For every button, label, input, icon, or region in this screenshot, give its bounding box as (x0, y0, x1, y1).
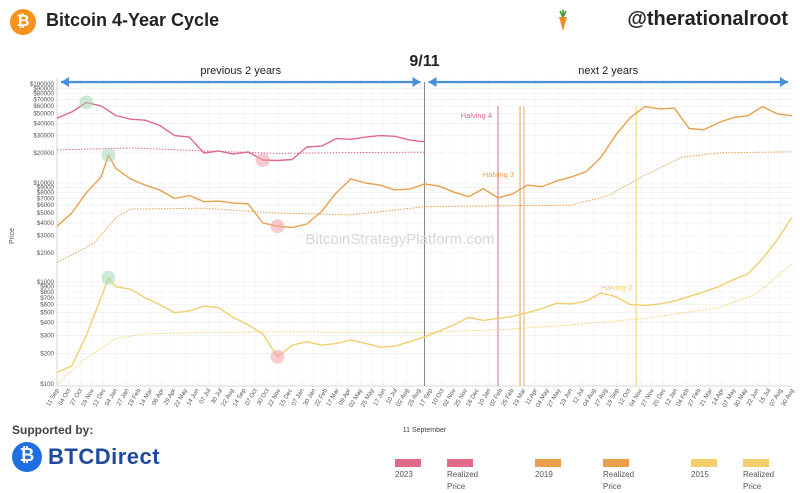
highlight-marker (79, 95, 94, 110)
page-title: Bitcoin 4-Year Cycle (46, 10, 220, 30)
legend-swatch (447, 458, 473, 467)
y-tick-label: $5000 (37, 210, 55, 217)
y-tick-label: $80000 (33, 91, 54, 98)
legend-item: Realized Price (603, 457, 635, 491)
y-tick-label: $7000 (37, 196, 55, 203)
series-line-2019 (56, 105, 793, 229)
halving-label: Halving 2 (601, 283, 632, 292)
y-tick-label: $8000 (37, 190, 55, 197)
legend-swatch (603, 458, 629, 467)
legend-item: Realized Price (743, 457, 775, 491)
supported-label: Supported by: (12, 423, 94, 437)
highlight-marker (101, 270, 116, 285)
legend-swatch (395, 458, 421, 467)
x-tick-label: 22 Jun (745, 387, 761, 407)
series-line-2015 (56, 217, 793, 374)
halving-label: Halving 3 (483, 170, 514, 179)
series-line-2023-realized-price (56, 147, 425, 154)
y-tick-label: $900 (40, 284, 54, 291)
legend-swatch (535, 458, 561, 467)
prev-arrow-head2 (412, 77, 421, 87)
chart: $100000$90000$80000$70000$60000$50000 $40… (9, 53, 796, 434)
y-tick-label: $500 (40, 310, 54, 317)
legend-swatch (691, 458, 717, 467)
y-tick-label: $70000 (33, 96, 54, 103)
y-tick-label: $2000 (37, 250, 55, 257)
y-tick-label: $90000 (33, 86, 54, 93)
y-tick-label: $1000 (37, 279, 55, 286)
x-tick-label: 19 Jun (559, 387, 575, 407)
y-tick-label: $50000 (33, 111, 54, 118)
carrot-icon (559, 10, 567, 31)
y-tick-label: $700 (40, 295, 54, 302)
series-line-2019-realized-price (56, 151, 793, 264)
series-line-2015-realized-price (56, 263, 793, 385)
next-label: next 2 years (578, 65, 638, 77)
highlight-marker (101, 148, 116, 163)
y-tick-label: $20000 (33, 150, 54, 157)
y-tick-label: $300 (40, 332, 54, 339)
y-tick-label: $40000 (33, 120, 54, 127)
next-arrow-head2 (428, 77, 437, 87)
legend-item: 2023 (395, 457, 427, 479)
legend-item: Realized Price (447, 457, 479, 491)
y-tick-label: $6000 (37, 202, 55, 209)
sponsor-name: BTCDirect (48, 444, 161, 469)
y-tick-label: $3000 (37, 232, 55, 239)
legend-label: 2023 (395, 470, 413, 479)
highlight-marker (255, 152, 270, 167)
watermark: BitcoinStrategyPlatform.com (305, 231, 494, 248)
halving-label: Halving 4 (461, 111, 492, 120)
y-axis-label: Price (9, 228, 16, 244)
legend-label: 2019 (535, 470, 553, 479)
highlight-marker (270, 349, 285, 364)
btcdirect-logo-icon (12, 442, 42, 472)
y-tick-label: $10000 (33, 180, 54, 187)
x-tick-label: 14 Jun (185, 387, 201, 407)
prev-arrow-head (61, 77, 69, 87)
center-label: 9/11 (409, 53, 439, 70)
y-tick-label: $60000 (33, 103, 54, 110)
x-tick-label: 17 Jun (372, 387, 388, 407)
legend-swatch (743, 458, 769, 467)
legend-label: 2015 (691, 470, 709, 479)
legend-item: 2015 (691, 457, 723, 479)
y-tick-label: $100000 (30, 81, 55, 88)
prev-label: previous 2 years (200, 65, 281, 77)
header: ₿ Bitcoin 4-Year Cycle @therationalroot (0, 0, 800, 46)
y-tick-label: $30000 (33, 133, 54, 140)
y-tick-label: $200 (40, 350, 54, 357)
brand-handle: @therationalroot (627, 8, 788, 30)
y-tick-label: $400 (40, 320, 54, 327)
x-axis-label: 11 September (403, 427, 447, 434)
series-line-2023 (56, 101, 425, 162)
y-tick-label: $4000 (37, 220, 55, 227)
y-tick-label: $800 (40, 289, 54, 296)
highlight-marker (270, 219, 285, 234)
next-arrow-head (780, 77, 788, 87)
y-tick-label: $9000 (37, 185, 55, 192)
bitcoin-icon: ₿ (10, 9, 36, 35)
y-tick-label: $100 (40, 381, 54, 388)
y-tick-label: $600 (40, 302, 54, 309)
legend-item: 2019 (535, 457, 567, 479)
